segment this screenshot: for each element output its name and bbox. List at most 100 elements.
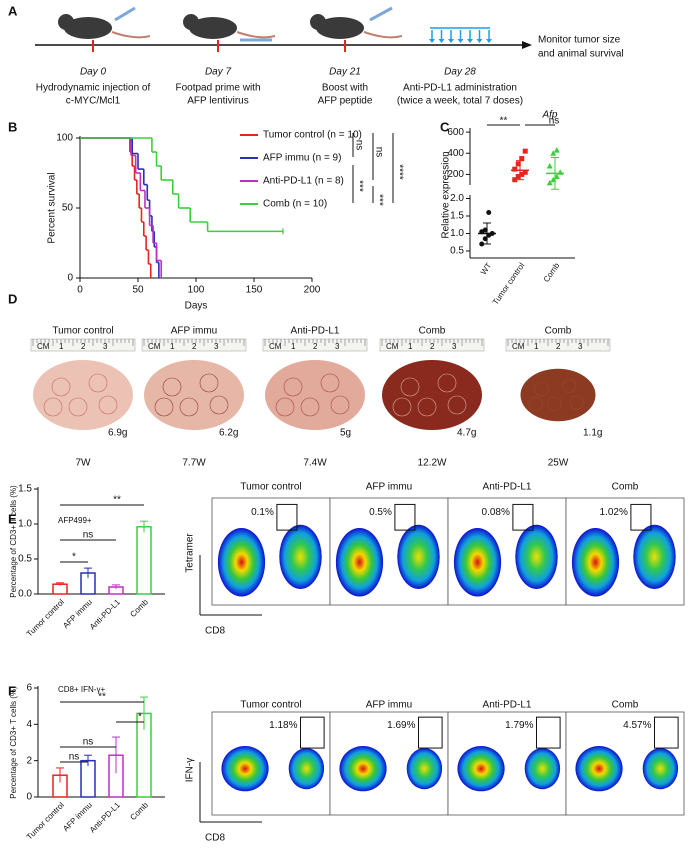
x-tick-label: 200 <box>304 285 321 296</box>
y-tick-label: 0 <box>26 792 32 803</box>
bar <box>80 759 96 798</box>
density-cloud <box>397 524 440 589</box>
timeline-arrowhead <box>522 41 532 49</box>
tumor-nodule <box>300 397 320 417</box>
y-tick-label: 0.5 <box>18 554 32 565</box>
flow-x-label: CD8 <box>205 833 225 844</box>
density-cloud <box>642 748 679 790</box>
chart-title: Afp <box>541 110 557 121</box>
y-tick-label: 0.5 <box>450 246 464 257</box>
timeline-description: Hydrodynamic injection of <box>36 83 151 94</box>
y-axis-label: Percentage of CD3+ T cells (%) <box>9 686 18 799</box>
photo-title: Comb <box>419 326 446 337</box>
x-tick-label: Tumor control <box>491 261 527 307</box>
legend-label: Comb (n = 10) <box>263 199 327 210</box>
day-label: Day 28 <box>444 67 476 78</box>
gate-percentage: 1.18% <box>269 720 297 731</box>
significance-label: ns <box>69 752 80 763</box>
ruler-label: CM <box>148 342 161 351</box>
significance-label: ns <box>549 116 560 127</box>
ruler-label: 3 <box>452 342 457 351</box>
tumor-nodule <box>330 395 350 415</box>
chart-title: CD8+ IFN-γ+ <box>58 685 105 694</box>
ruler-label: CM <box>269 342 282 351</box>
photo-weight: 6.9g <box>108 428 127 439</box>
data-point <box>512 166 518 172</box>
dose-arrowhead <box>457 39 464 43</box>
dose-arrowhead <box>476 39 483 43</box>
gate-percentage: 0.08% <box>482 507 510 518</box>
significance-label: *** <box>353 180 364 192</box>
x-tick-label: Tumor control <box>25 597 66 638</box>
significance-label: ns <box>83 530 94 541</box>
tumor-nodule <box>562 378 577 394</box>
ruler-label: CM <box>37 342 50 351</box>
x-tick-label: Comb <box>542 261 562 284</box>
panel-letter: D <box>8 291 17 306</box>
density-cloud <box>406 748 443 790</box>
tumor-nodule <box>283 377 303 397</box>
density-cloud <box>571 527 620 597</box>
flow-title: Anti-PD-L1 <box>483 700 532 711</box>
tumor-nodule <box>447 395 467 415</box>
ruler-label: 2 <box>192 342 197 351</box>
tumor-nodule <box>528 396 543 412</box>
timeline-description: Anti-PD-L1 administration <box>403 83 517 94</box>
dose-arrowhead <box>486 39 492 43</box>
photo-time: 25W <box>548 458 569 469</box>
density-cloud <box>575 745 623 792</box>
gate <box>512 503 534 531</box>
panel-letter: A <box>8 3 18 18</box>
flow-x-label: CD8 <box>205 626 225 637</box>
y-tick-label: 4 <box>26 719 32 730</box>
data-point <box>553 147 560 153</box>
dose-arrowhead <box>467 39 473 43</box>
y-axis-label: Percent survival <box>47 172 58 243</box>
y-tick-label: 600 <box>447 127 464 138</box>
day-label: Day 7 <box>205 67 232 78</box>
tumor-nodule <box>68 397 88 417</box>
timeline-description: (twice a week, total 7 doses) <box>397 96 523 107</box>
ruler-label: 1 <box>170 342 175 351</box>
flow-y-label: IFN-γ <box>185 758 196 782</box>
density-cloud <box>288 748 325 790</box>
dose-arrowhead <box>438 39 445 43</box>
tumor-nodule <box>98 395 118 415</box>
syringe-icons <box>114 6 393 42</box>
gate <box>394 503 416 531</box>
tumor-nodule <box>547 396 562 412</box>
ruler-label: 1 <box>534 342 539 351</box>
gate <box>630 503 652 531</box>
gate-percentage: 1.02% <box>600 507 628 518</box>
ruler-label: 2 <box>430 342 435 351</box>
x-tick-label: 150 <box>246 285 263 296</box>
data-point <box>522 169 528 175</box>
density-cloud <box>633 524 676 589</box>
gate <box>536 716 561 749</box>
data-point <box>486 210 492 215</box>
photo-time: 12.2W <box>418 458 447 469</box>
significance-label: *** <box>373 194 384 206</box>
day-label: Day 21 <box>329 67 361 78</box>
ruler-label: 1 <box>59 342 64 351</box>
photo-weight: 1.1g <box>583 428 602 439</box>
gate <box>276 503 298 531</box>
photo-weight: 5g <box>340 428 351 439</box>
ruler-label: 2 <box>81 342 86 351</box>
ruler-label: 1 <box>291 342 296 351</box>
y-tick-label: 100 <box>56 133 73 144</box>
photo-time: 7.4W <box>303 458 327 469</box>
photo-time: 7W <box>76 458 92 469</box>
data-point <box>515 161 521 167</box>
tumor-nodule <box>392 397 412 417</box>
day-label: Day 0 <box>80 67 107 78</box>
gate-percentage: 4.57% <box>623 720 651 731</box>
timeline-description: AFP lentivirus <box>187 96 249 107</box>
panel-letter: B <box>8 119 17 134</box>
timeline-end-label: and animal survival <box>538 49 624 60</box>
y-tick-label: 400 <box>447 148 464 159</box>
tumor-nodule <box>400 377 420 397</box>
tumor-nodule <box>88 373 108 393</box>
tumor-nodule <box>51 377 71 397</box>
